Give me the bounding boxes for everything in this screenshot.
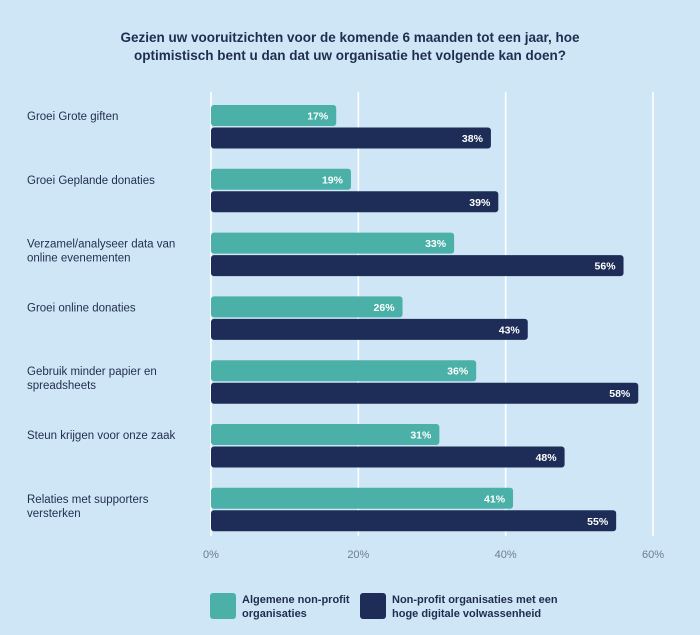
data-label: 31%	[410, 430, 432, 442]
bar	[211, 255, 624, 277]
bar	[211, 168, 351, 190]
data-label: 58%	[609, 388, 631, 400]
category-label: versterken	[27, 508, 81, 520]
data-label: 38%	[462, 133, 484, 145]
category-label: Verzamel/analyseer data van	[27, 239, 175, 251]
data-label: 48%	[536, 452, 558, 464]
category-label: Groei Geplande donaties	[27, 175, 155, 187]
data-label: 41%	[484, 493, 506, 505]
data-label: 33%	[425, 238, 447, 250]
bar	[211, 487, 514, 509]
bar	[211, 105, 337, 126]
chart-title-line: Gezien uw vooruitzichten voor de komende…	[120, 30, 580, 45]
legend-label: hoge digitale volwassenheid	[392, 608, 541, 620]
category-label: Gebruik minder papier en	[27, 366, 157, 378]
category-label: Steun krijgen voor onze zaak	[27, 430, 176, 442]
category-label: Groei online donaties	[27, 302, 136, 314]
data-label: 26%	[374, 302, 396, 314]
data-label: 43%	[499, 324, 521, 336]
bar	[211, 318, 528, 340]
legend-swatch	[360, 593, 386, 619]
data-label: 56%	[595, 261, 617, 273]
category-label: online evenementen	[27, 253, 131, 265]
category-label: Groei Grote giften	[27, 111, 118, 123]
x-tick-label: 40%	[495, 549, 517, 561]
legend-label: organisaties	[242, 608, 307, 620]
bar	[211, 360, 477, 382]
legend-label: Algemene non-profit	[242, 594, 350, 606]
legend-swatch	[210, 593, 236, 619]
bar	[211, 382, 639, 404]
bar	[211, 446, 565, 468]
x-tick-label: 20%	[347, 549, 369, 561]
data-label: 36%	[447, 366, 469, 378]
category-label: spreadsheets	[27, 380, 96, 392]
chart-title-line: optimistisch bent u dan dat uw organisat…	[134, 48, 566, 63]
category-label: Relaties met supporters	[27, 494, 149, 506]
data-label: 39%	[469, 197, 491, 209]
x-tick-label: 60%	[642, 549, 664, 561]
data-label: 19%	[322, 174, 344, 186]
bar	[211, 191, 499, 213]
legend-label: Non-profit organisaties met een	[392, 594, 558, 606]
data-label: 55%	[587, 516, 609, 528]
bar	[211, 296, 403, 318]
x-tick-label: 0%	[203, 549, 219, 561]
data-label: 17%	[307, 111, 329, 123]
bar	[211, 232, 455, 254]
bar	[211, 127, 491, 149]
bar	[211, 510, 617, 532]
bar	[211, 424, 440, 445]
